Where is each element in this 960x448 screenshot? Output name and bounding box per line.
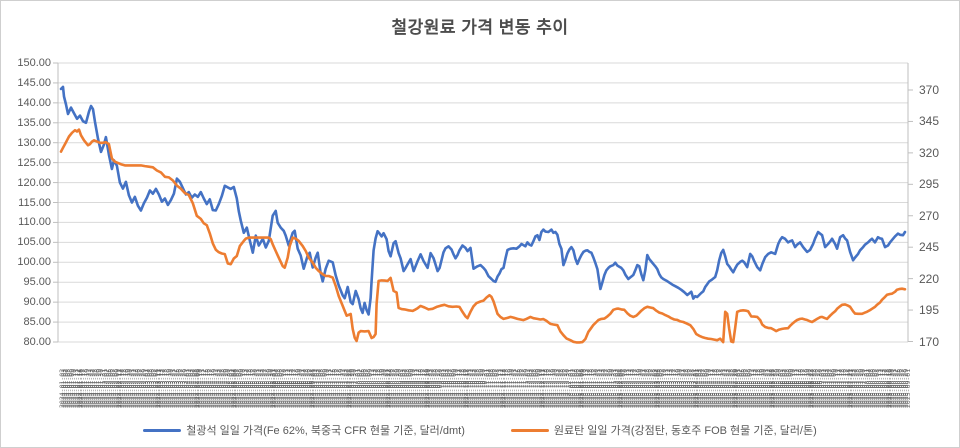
left-axis-tick-label: 125.00 [17, 156, 51, 169]
left-axis-tick-label: 85.00 [23, 316, 51, 329]
left-axis-tick-label: 140.00 [17, 96, 51, 109]
left-axis-tick-label: 110.00 [18, 216, 51, 229]
left-axis-tick-label: 145.00 [17, 76, 51, 89]
legend-label-coking-coal: 원료탄 일일 가격(강점탄, 동호주 FOB 현물 기준, 달러/톤) [553, 425, 817, 437]
right-axis-tick-label: 170 [919, 334, 940, 349]
right-axis-tick-label: 370 [919, 83, 940, 97]
iron-ore-line-swatch [143, 428, 182, 432]
right-axis-tick-label: 270 [919, 208, 940, 223]
left-axis-tick-label: 105.00 [17, 236, 51, 249]
right-axis-tick-label: 195 [919, 303, 940, 318]
left-axis-tick-label: 95.00 [23, 276, 51, 289]
legend: 철광석 일일 가격(Fe 62%, 북중국 CFR 현물 기준, 달러/dmt)… [1, 422, 959, 438]
legend-item-coking-coal: 원료탄 일일 가격(강점탄, 동호주 FOB 현물 기준, 달러/톤) [510, 422, 817, 438]
left-axis-tick-label: 135.00 [17, 116, 51, 129]
iron-ore-price-line [59, 85, 907, 316]
coking-coal-price-line [59, 128, 907, 344]
left-axis-tick-label: 100.00 [17, 256, 51, 269]
coking-coal-line-swatch [510, 428, 549, 432]
left-axis-tick-label: 120.00 [17, 176, 51, 189]
legend-item-iron-ore: 철광석 일일 가격(Fe 62%, 북중국 CFR 현물 기준, 달러/dmt) [143, 422, 465, 438]
legend-label-iron-ore: 철광석 일일 가격(Fe 62%, 북중국 CFR 현물 기준, 달러/dmt) [186, 425, 465, 437]
left-axis-tick-label: 150.00 [17, 57, 51, 69]
left-axis-tick-label: 90.00 [23, 296, 51, 309]
right-axis-tick-label: 220 [919, 271, 940, 286]
left-axis-tick-label: 130.00 [17, 136, 51, 149]
right-axis-tick-label: 245 [919, 240, 940, 255]
left-axis-tick-label: 80.00 [23, 336, 51, 348]
right-axis-tick-label: 295 [919, 177, 940, 192]
chart-title: 철강원료 가격 변동 추이 [391, 18, 569, 37]
left-axis-tick-label: 115.00 [18, 196, 51, 209]
x-axis-date-label: 2025-09-01 [904, 368, 912, 408]
right-axis-tick-label: 345 [919, 114, 940, 129]
right-axis-tick-label: 320 [919, 145, 940, 160]
